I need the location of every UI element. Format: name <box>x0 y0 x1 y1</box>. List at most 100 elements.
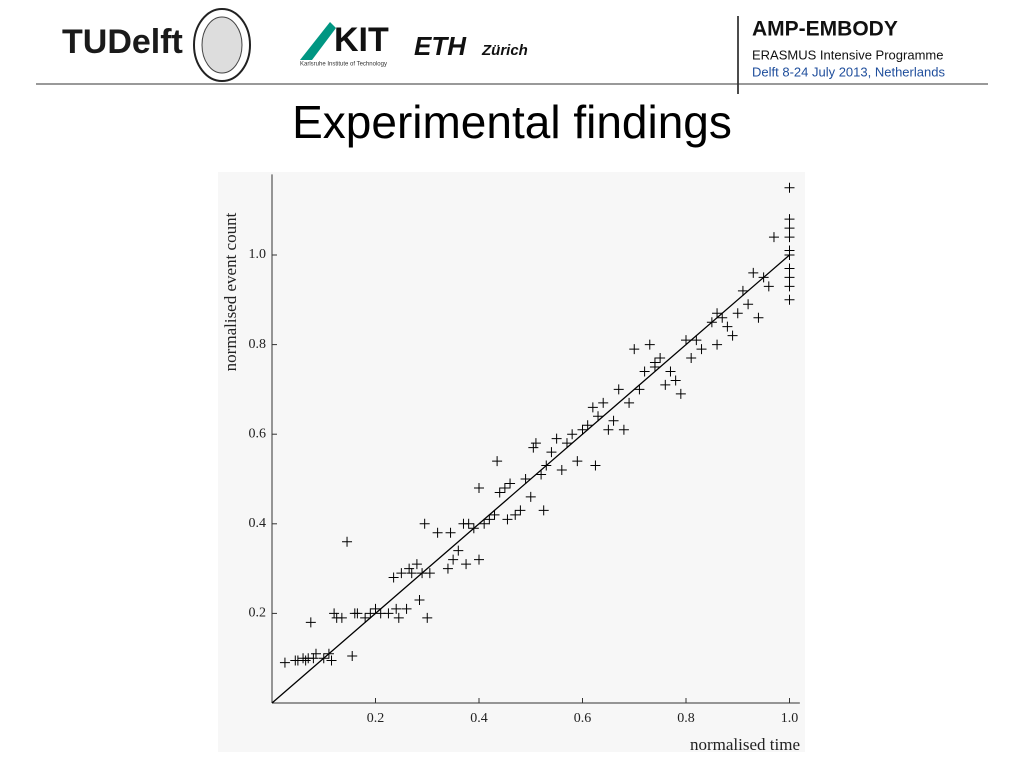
data-point <box>660 379 671 390</box>
data-point <box>489 509 500 520</box>
eth-logo: ETH <box>414 31 467 61</box>
data-point <box>492 456 503 467</box>
data-point <box>393 612 404 623</box>
data-point <box>696 344 707 355</box>
x-axis-label: normalised time <box>690 735 800 754</box>
data-point <box>706 317 717 328</box>
data-point <box>383 608 394 619</box>
x-tick-label: 0.4 <box>470 711 488 726</box>
data-point <box>593 411 604 422</box>
data-point <box>670 375 681 386</box>
project-name: AMP-EMBODY <box>752 18 898 41</box>
seal-logo <box>193 8 251 82</box>
data-point <box>442 563 453 574</box>
data-point <box>347 650 358 661</box>
data-point <box>432 527 443 538</box>
data-point <box>784 294 795 305</box>
data-point <box>551 433 562 444</box>
data-point <box>406 568 417 579</box>
data-point <box>561 438 572 449</box>
y-tick-label: 0.4 <box>249 516 267 531</box>
y-tick-label: 0.8 <box>249 337 267 352</box>
data-point <box>401 603 412 614</box>
data-point <box>352 608 363 619</box>
data-point <box>784 182 795 193</box>
y-tick-label: 0.2 <box>249 606 267 621</box>
data-point <box>342 536 353 547</box>
kit-logo: KIT <box>334 21 389 59</box>
eth-sub: Zürich <box>481 42 528 59</box>
data-point <box>717 312 728 323</box>
data-point <box>608 415 619 426</box>
data-point <box>388 572 399 583</box>
x-tick-label: 1.0 <box>781 711 799 726</box>
data-point <box>424 568 435 579</box>
data-point <box>784 263 795 274</box>
slide-title: Experimental findings <box>292 96 732 148</box>
y-tick-label: 0.6 <box>249 426 267 441</box>
data-point <box>536 469 547 480</box>
data-point <box>681 335 691 346</box>
data-point <box>308 653 319 664</box>
data-point <box>743 299 754 310</box>
data-point <box>448 554 459 565</box>
x-tick-label: 0.8 <box>677 711 695 726</box>
data-point <box>768 232 779 243</box>
data-point <box>318 653 329 664</box>
data-point <box>634 384 645 395</box>
data-point <box>582 420 593 431</box>
data-point <box>323 648 334 659</box>
kit-sub: Karlsruhe Institute of Technology <box>300 62 387 68</box>
data-point <box>629 344 640 355</box>
data-point <box>305 617 316 628</box>
data-point <box>279 657 290 668</box>
reference-line <box>271 254 790 704</box>
data-point <box>463 518 474 529</box>
data-point <box>590 460 601 471</box>
data-point <box>391 603 402 614</box>
data-point <box>577 424 588 435</box>
data-point <box>520 474 531 484</box>
data-point <box>618 424 629 435</box>
data-point <box>722 321 733 332</box>
data-point <box>644 339 655 350</box>
data-point <box>748 267 759 278</box>
data-point <box>603 424 614 435</box>
data-point <box>370 603 381 614</box>
data-point <box>639 366 650 377</box>
data-point <box>784 232 795 243</box>
data-point <box>763 281 774 292</box>
data-point <box>686 353 697 364</box>
data-point <box>365 608 376 619</box>
data-point <box>360 612 371 623</box>
data-point <box>499 482 510 493</box>
y-axis-label: normalised event count <box>221 212 240 371</box>
data-point <box>784 214 795 225</box>
data-point <box>530 438 541 449</box>
data-point <box>404 563 415 574</box>
data-point <box>784 281 795 292</box>
data-point <box>468 523 479 534</box>
data-point <box>541 460 552 471</box>
data-point <box>691 335 702 346</box>
data-point <box>613 384 624 395</box>
plot: 0.2 0.4 0.6 0.8 1.0 0.2 0.4 0.6 0.8 1.0 <box>249 174 800 726</box>
y-tick-label: 1.0 <box>249 247 267 262</box>
x-tick-label: 0.2 <box>367 711 385 726</box>
data-point <box>445 527 456 538</box>
data-point <box>336 612 347 623</box>
seal-inner <box>201 16 243 74</box>
data-point <box>538 505 549 516</box>
kit-mark <box>300 22 336 60</box>
data-point <box>737 285 748 296</box>
data-point <box>727 330 738 341</box>
data-point <box>655 353 666 364</box>
data-point <box>732 308 743 319</box>
data-point <box>598 397 609 408</box>
x-tick-label: 0.6 <box>574 711 592 726</box>
data-point <box>784 272 795 283</box>
data-point <box>510 509 521 520</box>
data-point <box>396 568 407 579</box>
